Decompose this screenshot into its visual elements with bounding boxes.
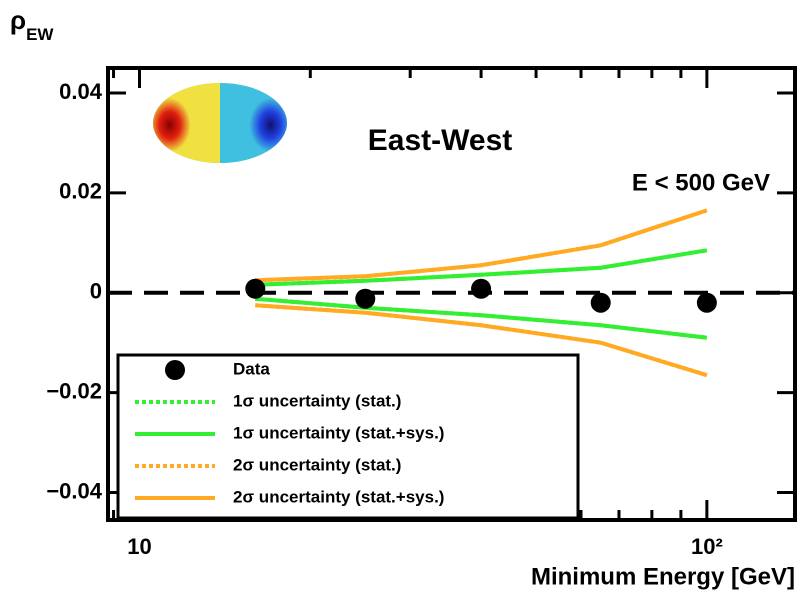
y-tick-label: −0.02: [46, 378, 102, 403]
x-axis-label: Minimum Energy [GeV]: [531, 563, 795, 590]
legend-label: 2σ uncertainty (stat.+sys.): [233, 487, 444, 506]
band-line: [255, 210, 707, 280]
x-tick-label: 10²: [691, 534, 723, 559]
legend-label: 1σ uncertainty (stat.): [233, 391, 401, 410]
y-tick-label: 0.02: [59, 179, 102, 204]
legend-marker: [165, 360, 185, 380]
legend-label: Data: [233, 359, 270, 378]
data-point: [591, 293, 611, 313]
y-tick-label: −0.04: [46, 478, 102, 503]
annotation: East-West: [368, 124, 513, 157]
data-point: [355, 289, 375, 309]
band-line: [255, 299, 707, 338]
legend-label: 1σ uncertainty (stat.+sys.): [233, 423, 444, 442]
data-point: [245, 279, 265, 299]
annotation: E < 500 GeV: [632, 169, 770, 196]
y-tick-label: 0: [90, 279, 102, 304]
y-tick-label: 0.04: [59, 79, 103, 104]
data-point: [471, 279, 491, 299]
chart: ρEW Minimum Energy [GeV] East-West E < 5…: [0, 0, 811, 600]
data-point: [697, 293, 717, 313]
x-tick-label: 10: [127, 534, 151, 559]
legend-label: 2σ uncertainty (stat.): [233, 455, 401, 474]
band-line: [255, 210, 707, 280]
y-axis-label: ρEW: [10, 5, 54, 45]
dipole-map: [150, 80, 290, 170]
